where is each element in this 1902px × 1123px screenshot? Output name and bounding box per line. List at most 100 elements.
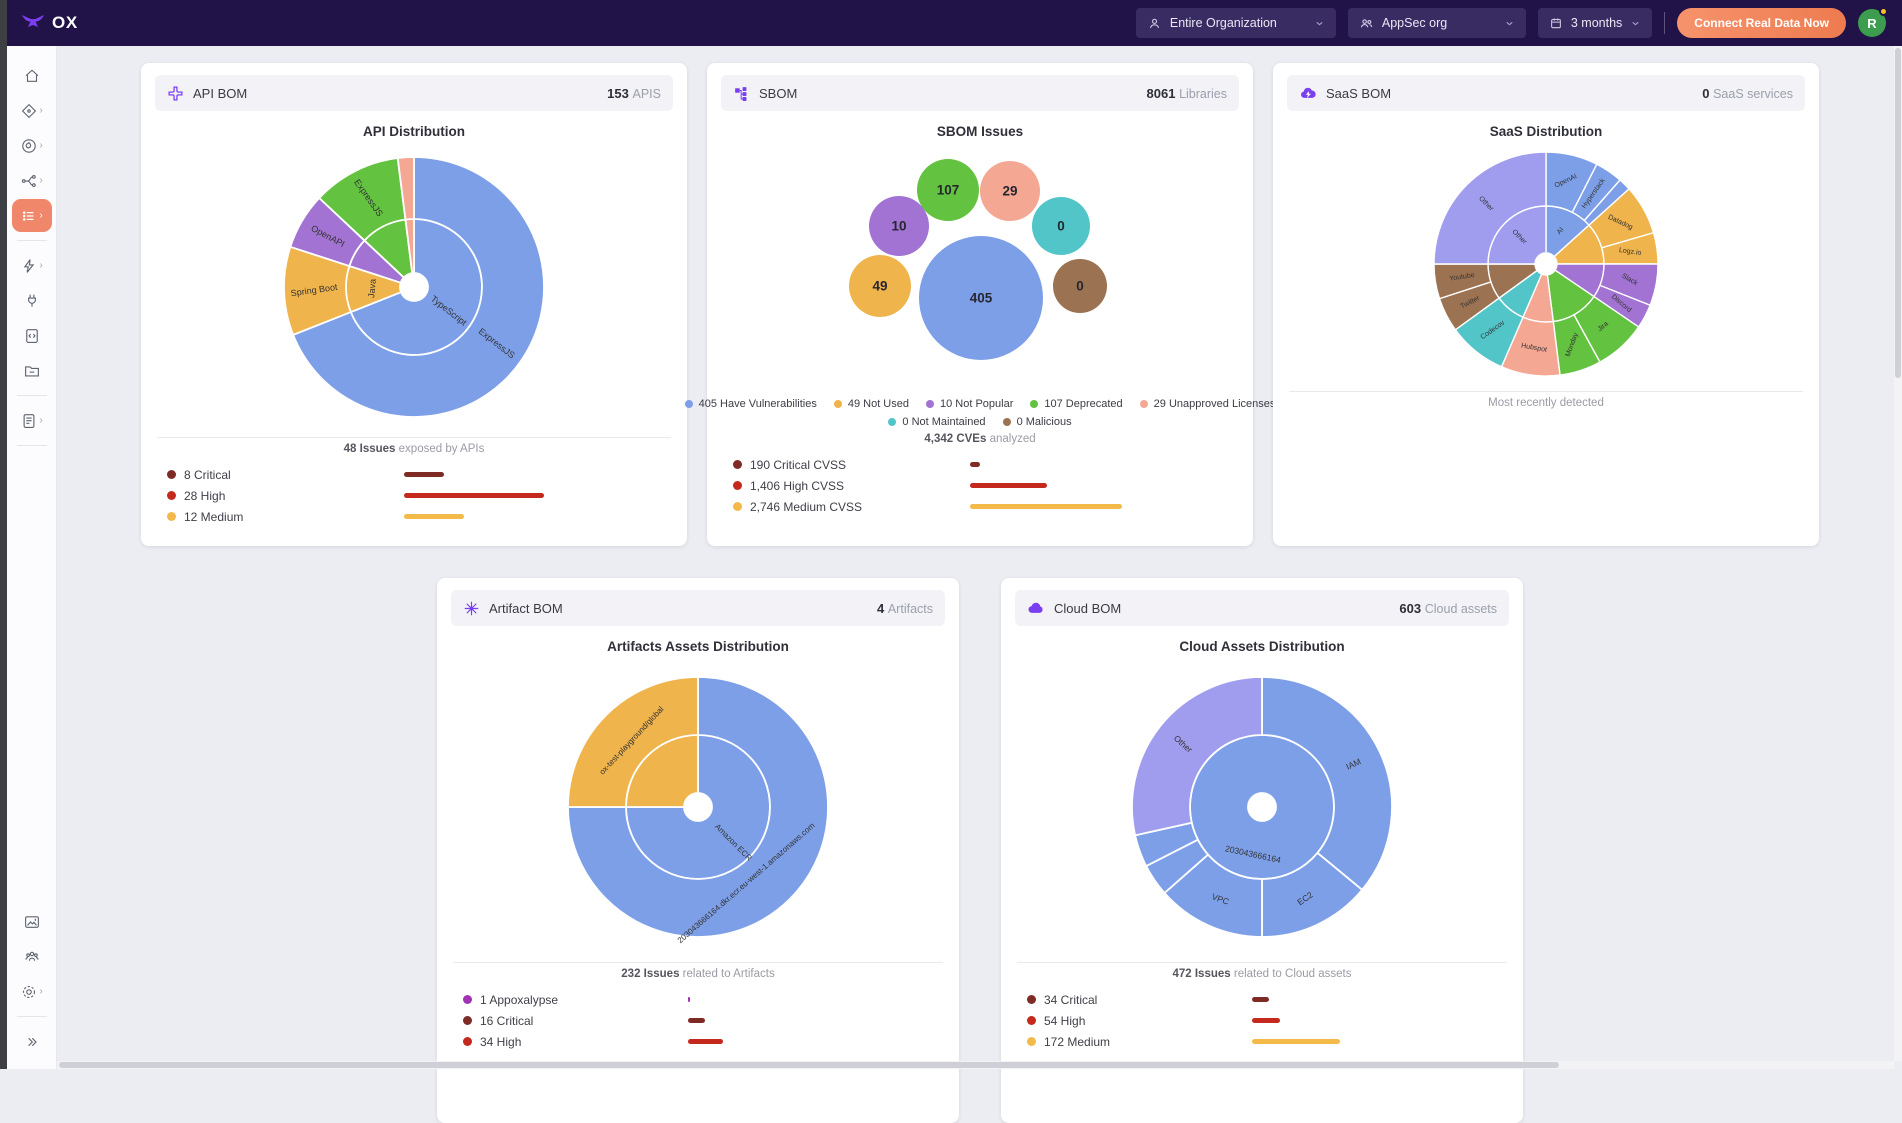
sidebar-item-folder[interactable] bbox=[12, 354, 52, 387]
legend-item[interactable]: 0 Malicious bbox=[1002, 416, 1072, 428]
issues-summary: 48 Issues exposed by APIs bbox=[343, 443, 485, 455]
sbom-legend: 405 Have Vulnerabilities 49 Not Used 10 No… bbox=[684, 398, 1275, 428]
horizontal-scrollbar[interactable] bbox=[57, 1061, 1894, 1069]
severity-row: 2,746 Medium CVSS bbox=[723, 496, 1237, 517]
artifacts-distribution-sunburst[interactable]: Amazon ECR 203043666164.dkr.ecr.eu-west-1… bbox=[451, 657, 945, 957]
legend-label: 49 Not Used bbox=[847, 398, 909, 410]
cloud-distribution-sunburst[interactable]: 203043666164 IAM EC2 VPC Other bbox=[1015, 657, 1509, 957]
legend-item[interactable]: 10 Not Popular bbox=[926, 398, 1013, 410]
divider bbox=[157, 437, 671, 438]
sidebar-item-asset-scope[interactable]: › bbox=[12, 94, 52, 127]
vertical-scrollbar[interactable] bbox=[1894, 46, 1902, 1061]
gear-icon bbox=[23, 985, 36, 998]
team-icon bbox=[24, 951, 39, 961]
severity-bar bbox=[403, 493, 544, 498]
person-icon bbox=[1149, 18, 1159, 28]
sidebar-item-image-alerts[interactable] bbox=[12, 905, 52, 938]
saas-distribution-sunburst[interactable]: AI Other OpenAI Hyperstack Datadog Logz.io Sla… bbox=[1287, 142, 1805, 386]
severity-label: 28 High bbox=[184, 488, 226, 503]
code-file-icon bbox=[25, 328, 38, 343]
sbom-issues-bubble-chart[interactable]: 107 29 10 0 49 405 0 bbox=[721, 142, 1239, 390]
vertical-scrollbar-thumb[interactable] bbox=[1895, 48, 1901, 378]
period-dropdown[interactable]: 3 months bbox=[1537, 8, 1653, 38]
artifact-burst-icon bbox=[464, 601, 479, 615]
sidebar-item-team[interactable] bbox=[12, 940, 52, 973]
cloud-bom-header: Cloud BOM 603 Cloud assets bbox=[1015, 590, 1509, 626]
chart-title: Cloud Assets Distribution bbox=[1179, 639, 1345, 654]
legend-item[interactable]: 405 Have Vulnerabilities bbox=[684, 398, 817, 410]
chevron-right-icon: › bbox=[39, 104, 43, 116]
sidebar-item-reports[interactable]: › bbox=[12, 404, 52, 437]
card-count: 8061 Libraries bbox=[1146, 85, 1227, 101]
severity-row: 172 Medium bbox=[1017, 1031, 1507, 1052]
sidebar-item-settings[interactable]: › bbox=[12, 975, 52, 1008]
double-chevron-right-icon bbox=[27, 1037, 37, 1046]
legend-label: 29 Unapproved Licenses bbox=[1153, 398, 1276, 410]
sidebar-item-issues[interactable]: › bbox=[12, 129, 52, 162]
severity-label: 172 Medium bbox=[1044, 1034, 1111, 1049]
user-avatar[interactable]: R bbox=[1858, 7, 1888, 37]
sbom-tree-icon bbox=[735, 86, 747, 101]
sidebar-collapse-toggle[interactable] bbox=[12, 1025, 52, 1058]
severity-list: 190 Critical CVSS 1,406 High CVSS 2,746 Me… bbox=[721, 454, 1239, 517]
connect-real-data-button[interactable]: Connect Real Data Now bbox=[1677, 8, 1846, 38]
sidebar-item-pipeline[interactable]: › bbox=[12, 164, 52, 197]
severity-row: 16 Critical bbox=[453, 1010, 943, 1031]
severity-bar bbox=[1252, 1039, 1340, 1044]
chart-title: Artifacts Assets Distribution bbox=[607, 639, 789, 654]
folder-icon bbox=[24, 365, 39, 376]
logo-text: OX bbox=[52, 13, 78, 32]
sidebar-item-policies[interactable]: › bbox=[12, 249, 52, 282]
sidebar-item-code[interactable] bbox=[12, 319, 52, 352]
topbar: OX Entire Organization AppSec org 3 mont… bbox=[7, 0, 1902, 46]
divider bbox=[453, 962, 943, 963]
scope-diamond-icon bbox=[22, 103, 37, 118]
legend-dot bbox=[1139, 400, 1148, 408]
severity-row: 34 Critical bbox=[1017, 989, 1507, 1010]
severity-bar bbox=[1252, 1018, 1280, 1023]
chevron-right-icon: › bbox=[39, 414, 43, 426]
artifact-bom-header: Artifact BOM 4 Artifacts bbox=[451, 590, 945, 626]
saas-cloud-bolt-icon bbox=[1301, 87, 1316, 99]
chevron-right-icon: › bbox=[39, 259, 43, 271]
sbom-header: SBOM 8061 Libraries bbox=[721, 75, 1239, 111]
legend-row: 0 Not Maintained 0 Malicious bbox=[888, 416, 1072, 428]
divider bbox=[1289, 391, 1803, 392]
chart-title: SaaS Distribution bbox=[1489, 124, 1603, 139]
severity-label: 34 High bbox=[480, 1034, 522, 1049]
cloud-bom-card: Cloud BOM 603 Cloud assets Cloud Assets … bbox=[1001, 578, 1523, 1123]
window-frame bbox=[0, 0, 7, 1069]
severity-list: 34 Critical 54 High 172 Medium bbox=[1015, 989, 1509, 1052]
legend-item[interactable]: 0 Not Maintained bbox=[888, 416, 986, 428]
chevron-right-icon: › bbox=[39, 985, 43, 997]
severity-bar bbox=[403, 514, 464, 519]
saas-bom-header: SaaS BOM 0 SaaS services bbox=[1287, 75, 1805, 111]
svg-text:10: 10 bbox=[891, 219, 906, 234]
organization-dropdown[interactable]: Entire Organization bbox=[1135, 8, 1336, 38]
severity-dot bbox=[167, 512, 176, 521]
sidebar-item-home[interactable] bbox=[12, 59, 52, 92]
horizontal-scrollbar-thumb[interactable] bbox=[59, 1062, 1559, 1068]
topbar-separator bbox=[1664, 12, 1666, 34]
legend-item[interactable]: 107 Deprecated bbox=[1030, 398, 1123, 410]
sidebar-item-bom-active[interactable]: › bbox=[11, 199, 52, 232]
severity-dot bbox=[1027, 1037, 1036, 1046]
report-doc-icon bbox=[23, 413, 35, 428]
api-distribution-sunburst[interactable]: TypeScript Java ExpressJS Spring Boot OpenAP… bbox=[155, 142, 673, 432]
card-title: API BOM bbox=[193, 85, 248, 101]
legend-dot bbox=[926, 400, 934, 408]
cloud-issues-summary: 472 Issues related to Cloud assets bbox=[1172, 968, 1352, 980]
sidebar-item-connectors[interactable] bbox=[12, 284, 52, 317]
chevron-down-icon bbox=[1316, 21, 1323, 25]
workspace-dropdown[interactable]: AppSec org bbox=[1347, 8, 1526, 38]
fire-circle-icon bbox=[22, 138, 37, 153]
card-title: SBOM bbox=[759, 85, 798, 101]
severity-dot bbox=[463, 995, 472, 1004]
legend-label: 0 Malicious bbox=[1016, 416, 1072, 428]
severity-list: 1 Appoxalypse 16 Critical 34 High bbox=[451, 989, 945, 1052]
people-icon bbox=[1360, 18, 1373, 27]
card-count: 153 APIS bbox=[607, 85, 661, 101]
ox-logo[interactable]: OX bbox=[21, 13, 78, 33]
legend-item[interactable]: 29 Unapproved Licenses bbox=[1139, 398, 1276, 410]
legend-item[interactable]: 49 Not Used bbox=[833, 398, 909, 410]
